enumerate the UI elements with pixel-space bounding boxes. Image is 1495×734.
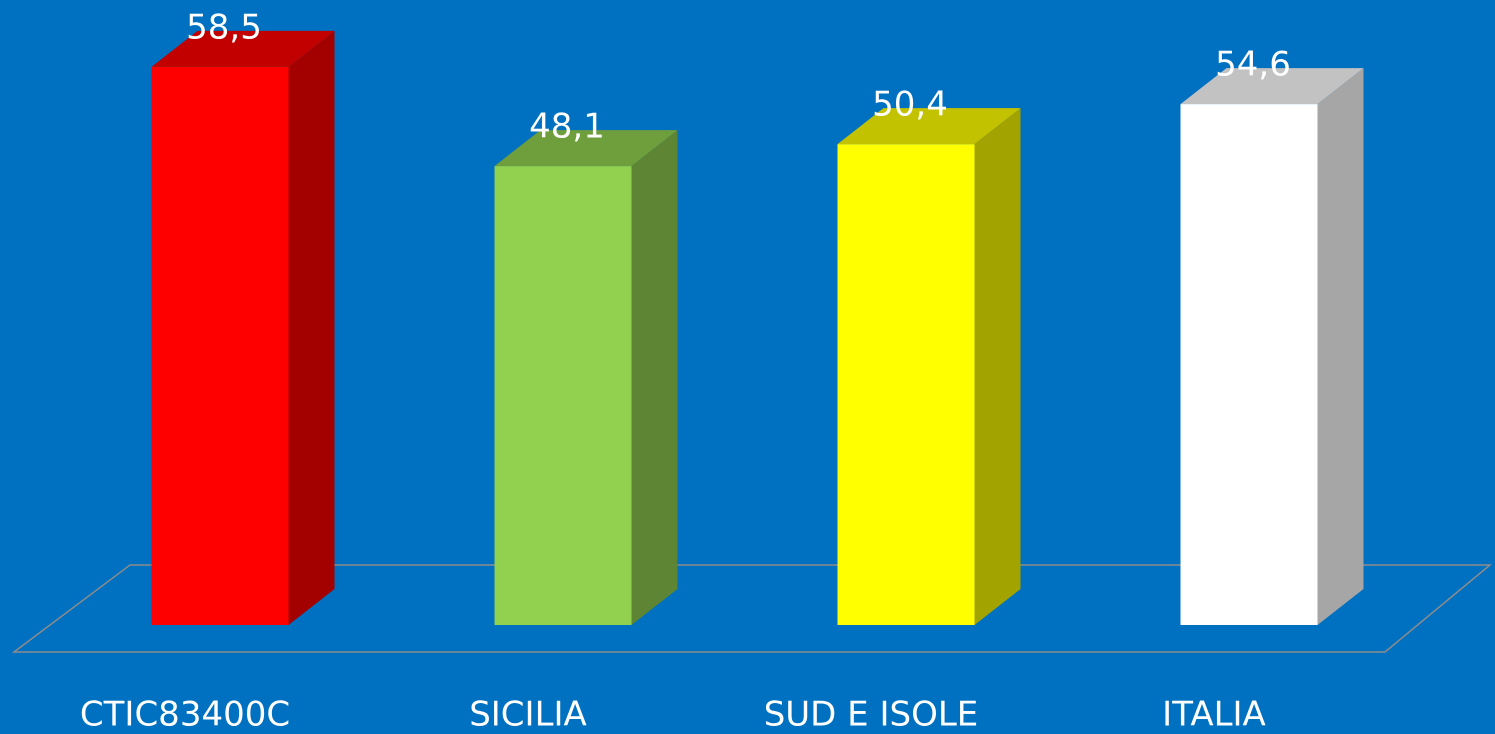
bar bbox=[151, 66, 289, 625]
bar-top bbox=[1180, 68, 1364, 105]
bar-side bbox=[1317, 68, 1364, 626]
value-label: 58,5 bbox=[186, 7, 262, 47]
x-tick-label: SUD E ISOLE bbox=[764, 695, 979, 734]
floor bbox=[11, 564, 1493, 653]
x-tick-label: CTIC83400C bbox=[80, 695, 290, 734]
value-label: 54,6 bbox=[1215, 45, 1291, 85]
bar-top bbox=[151, 30, 335, 67]
value-label: 50,4 bbox=[872, 85, 948, 125]
bar-top bbox=[494, 130, 678, 167]
bar bbox=[1180, 104, 1318, 626]
x-tick-label: SICILIA bbox=[469, 695, 587, 734]
bar-top bbox=[837, 108, 1021, 145]
value-label: 48,1 bbox=[529, 107, 605, 147]
bar-side bbox=[288, 30, 335, 626]
bar-side bbox=[631, 130, 678, 625]
x-tick-label: ITALIA bbox=[1162, 695, 1266, 734]
bar-side bbox=[974, 108, 1021, 625]
bar bbox=[494, 166, 632, 625]
bar bbox=[837, 144, 975, 625]
